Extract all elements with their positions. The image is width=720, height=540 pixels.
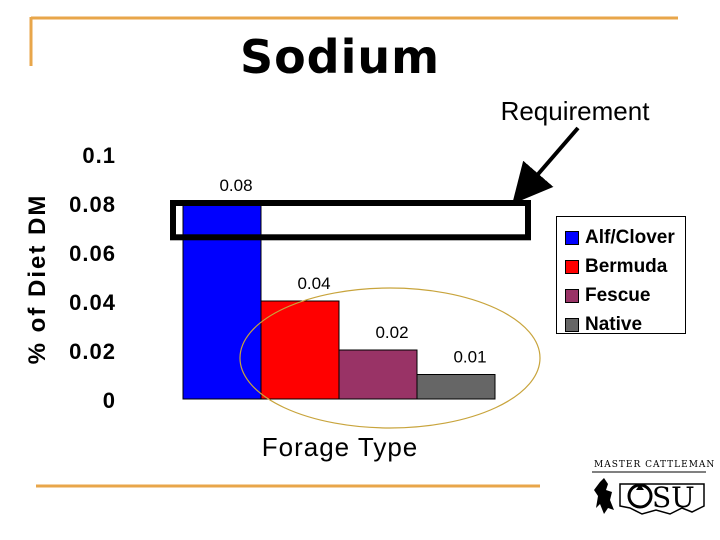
bar-bermuda [260,300,340,400]
legend-label: Fescue [585,284,651,306]
y-tick-label: 0.04 [69,290,116,315]
legend-item: Bermuda [565,252,685,281]
legend-item: Alf/Clover [565,223,685,252]
legend-swatch-fescue [565,288,579,303]
bar-value-label: 0.04 [297,274,330,293]
logo-wordmark: MASTER CATTLEMAN [594,460,716,470]
svg-text:SU: SU [652,481,695,514]
y-tick-label: 0.02 [69,339,116,364]
master-cattleman-osu-logo: MASTER CATTLEMAN SU [586,456,716,526]
legend-label: Bermuda [585,255,668,277]
requirement-box [170,200,531,241]
legend-swatch-native [565,317,579,332]
legend-swatch-bermuda [565,259,579,274]
legend: Alf/Clover Bermuda Fescue Native [556,216,686,335]
legend-swatch-alf-clover [565,230,579,245]
requirement-label: Requirement [500,96,650,126]
bar-native [416,374,496,400]
y-tick-label: 0.08 [69,192,116,217]
y-axis-label: % of Diet DM [24,193,51,365]
slide-title: Sodium [239,30,441,84]
legend-label: Alf/Clover [585,226,675,248]
logo-graphic: SU [592,471,706,515]
bar-fescue [338,349,418,400]
bar-value-label: 0.01 [453,348,486,367]
requirement-arrow [512,126,580,205]
bar-value-label: 0.02 [375,323,408,342]
legend-label: Native [585,313,643,335]
x-axis-label: Forage Type [261,432,419,462]
y-tick-label: 0.1 [82,143,116,168]
legend-item: Native [565,310,685,339]
bar-value-label: 0.08 [219,176,252,195]
y-tick-label: 0.06 [69,241,116,266]
legend-item: Fescue [565,281,685,310]
highlight-ellipse [239,287,541,429]
y-tick-label: 0 [103,388,116,413]
bar-alf-clover [182,202,262,400]
